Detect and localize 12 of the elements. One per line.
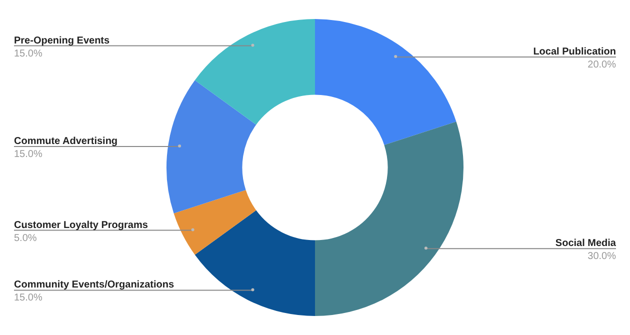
slice-label: Commute Advertising [14, 136, 118, 148]
slice-label: Social Media [555, 238, 616, 250]
data-label: 20.0% [588, 60, 616, 71]
data-label: 30.0% [588, 251, 616, 262]
data-label: 5.0% [14, 232, 37, 244]
data-label: 15.0% [14, 292, 42, 304]
slice-label: Local Publication [533, 46, 616, 58]
slice-label: Customer Loyalty Programs [14, 220, 148, 231]
data-label: 15.0% [14, 149, 42, 160]
slice-label: Community Events/Organizations [14, 280, 174, 291]
data-label: 15.0% [14, 48, 42, 60]
slice-label: Pre-Opening Events [14, 35, 110, 46]
